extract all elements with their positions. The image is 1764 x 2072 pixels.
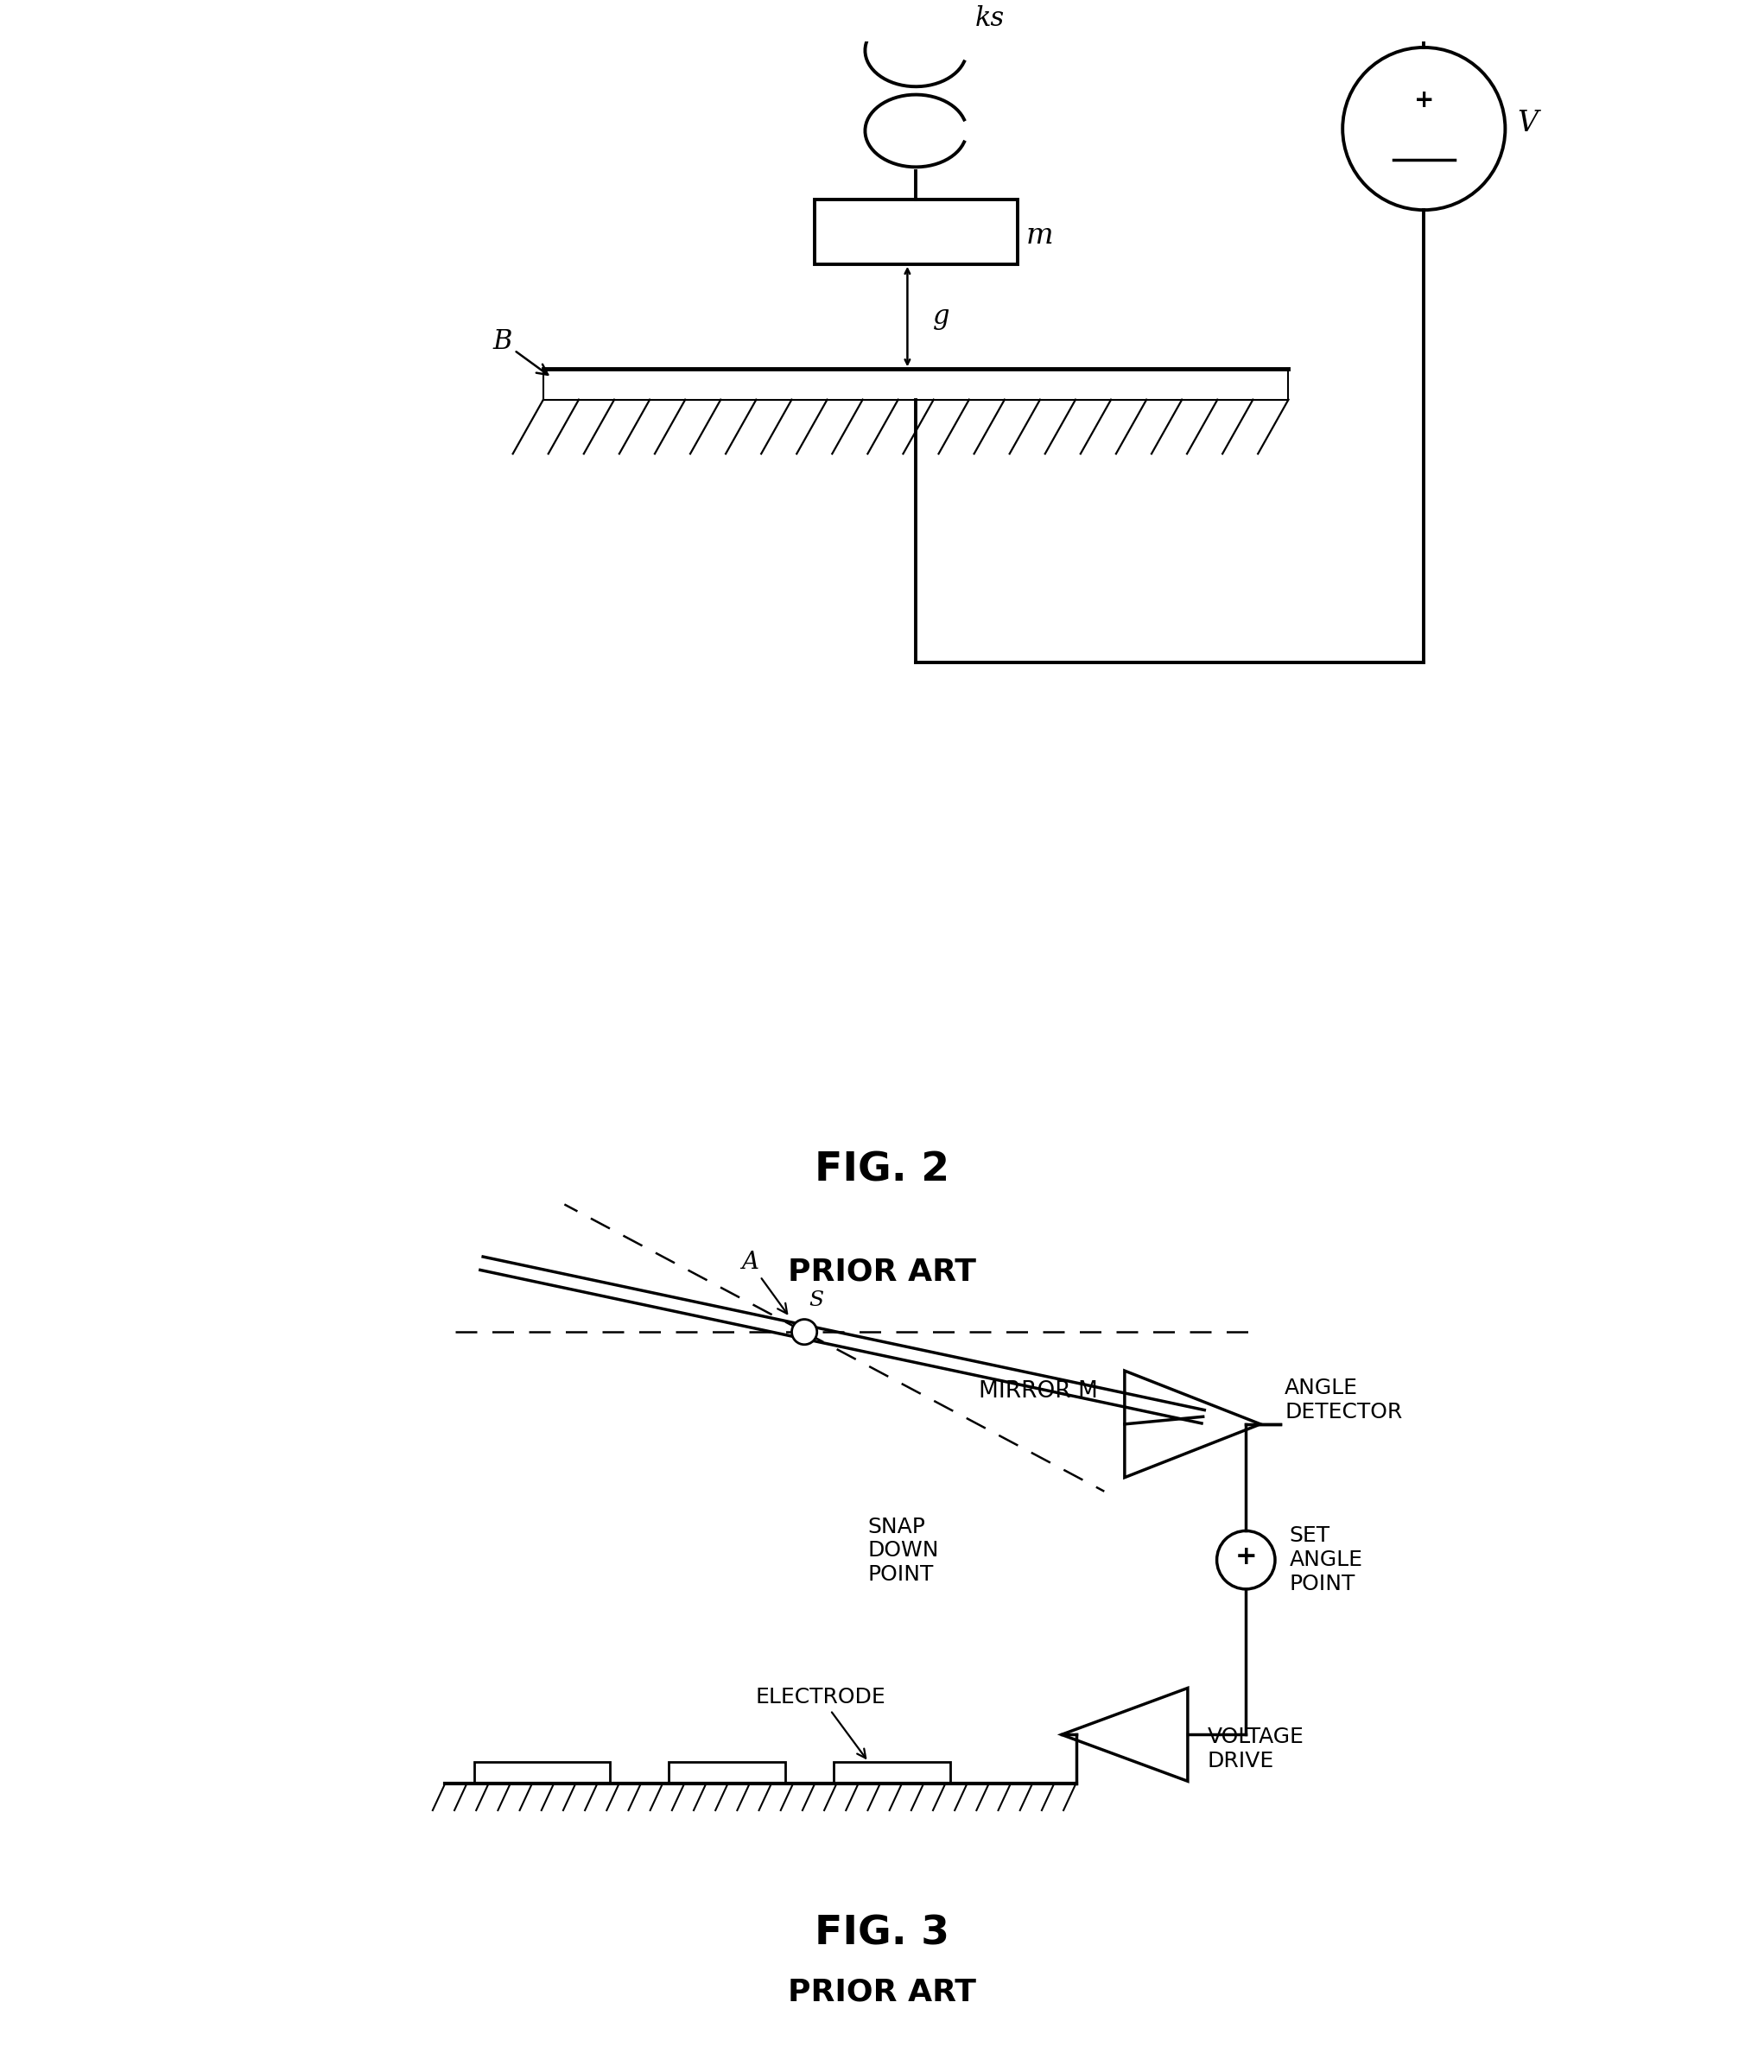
Text: SNAP
DOWN
POINT: SNAP DOWN POINT [868,1517,938,1585]
Text: +: + [1235,1544,1258,1571]
Bar [833,1761,951,1784]
Text: FIG. 3: FIG. 3 [815,1915,949,1954]
Text: ANGLE
DETECTOR: ANGLE DETECTOR [1284,1378,1402,1421]
Text: FIG. 2: FIG. 2 [815,1150,949,1189]
Text: ks: ks [975,6,1005,31]
Text: A: A [741,1251,787,1314]
Text: m: m [1027,222,1053,249]
Text: SET
ANGLE
POINT: SET ANGLE POINT [1289,1525,1364,1593]
Text: PRIOR ART: PRIOR ART [789,1977,975,2006]
Text: PRIOR ART: PRIOR ART [789,1258,975,1287]
Text: VOLTAGE
DRIVE: VOLTAGE DRIVE [1207,1726,1304,1772]
Bar [815,199,1018,263]
Circle shape [792,1320,817,1345]
Text: S: S [810,1291,824,1312]
Text: B: B [492,327,549,375]
Text: ELECTRODE: ELECTRODE [755,1687,886,1759]
Text: MIRROR M: MIRROR M [979,1380,1099,1403]
Text: V: V [1517,110,1538,137]
Text: g: g [933,303,949,329]
Bar [475,1761,610,1784]
Text: +: + [1413,89,1434,112]
Bar [669,1761,785,1784]
